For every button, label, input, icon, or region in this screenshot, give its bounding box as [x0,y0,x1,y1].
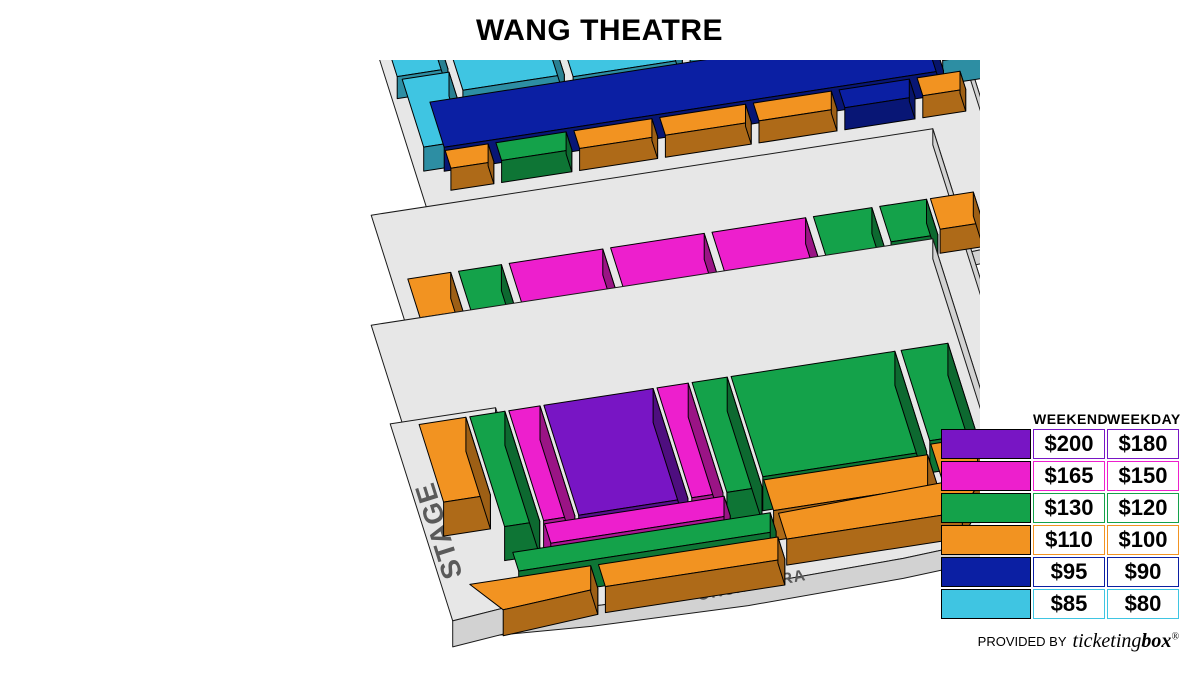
legend-price-weekday: $150 [1107,461,1179,491]
legend-row: $165$150 [941,461,1179,491]
legend-swatch [941,461,1031,491]
price-legend: WEEKEND WEEKDAY $200$180$165$150$130$120… [941,411,1179,619]
legend-price-weekday: $180 [1107,429,1179,459]
legend-price-weekend: $110 [1033,525,1105,555]
legend-price-weekend: $85 [1033,589,1105,619]
legend-price-weekday: $80 [1107,589,1179,619]
brand-logo: ticketingbox® [1073,630,1179,653]
legend-price-weekday: $90 [1107,557,1179,587]
legend-header-weekend: WEEKEND [1033,411,1105,427]
legend-swatch [941,557,1031,587]
legend-price-weekend: $200 [1033,429,1105,459]
page-title: WANG THEATRE [0,14,1199,48]
legend-price-weekend: $95 [1033,557,1105,587]
seating-diagram: BALCONYMEZZANINEORCHESTRASTAGE [100,60,980,660]
legend-swatch [941,493,1031,523]
attribution: PROVIDED BY ticketingbox® [978,630,1179,653]
legend-price-weekend: $165 [1033,461,1105,491]
legend-row: $95$90 [941,557,1179,587]
legend-row: $85$80 [941,589,1179,619]
legend-price-weekend: $130 [1033,493,1105,523]
legend-swatch [941,525,1031,555]
legend-row: $200$180 [941,429,1179,459]
legend-row: $130$120 [941,493,1179,523]
legend-header-weekday: WEEKDAY [1107,411,1179,427]
legend-swatch [941,589,1031,619]
legend-swatch [941,429,1031,459]
provided-by-label: PROVIDED BY [978,634,1067,649]
legend-row: $110$100 [941,525,1179,555]
legend-price-weekday: $120 [1107,493,1179,523]
legend-price-weekday: $100 [1107,525,1179,555]
